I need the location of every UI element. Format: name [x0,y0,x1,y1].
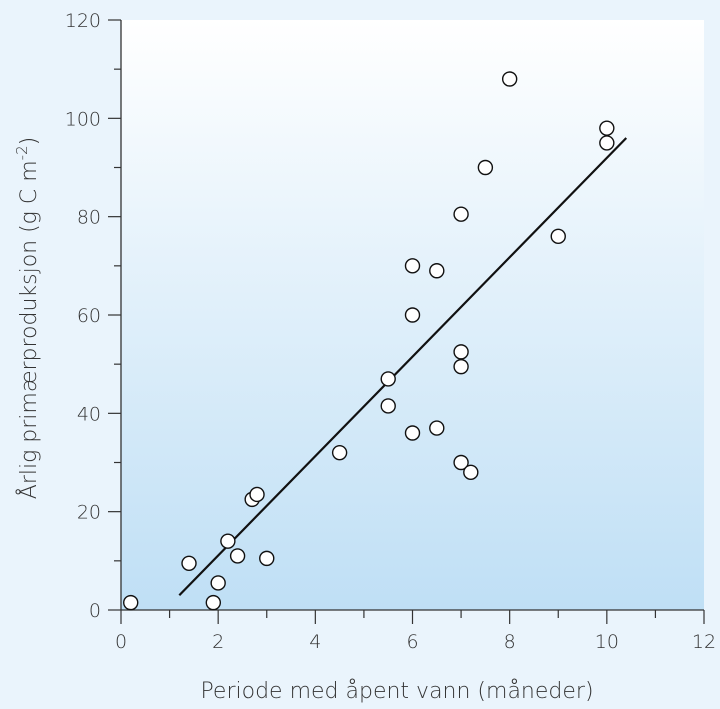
y-tick-label: 80 [77,207,101,229]
data-point [249,486,265,503]
data-point [463,464,479,481]
y-tick-label: 100 [65,108,101,130]
data-point [380,398,396,414]
x-tick-label: 10 [595,631,619,653]
data-point [123,594,139,611]
data-point [429,420,445,436]
data-point [404,307,421,323]
y-tick-label: 20 [77,502,101,524]
data-point [453,344,469,360]
data-point [259,550,275,567]
data-point [229,548,246,564]
trend-line-group [178,137,628,597]
x-tick-label: 4 [309,631,321,653]
data-point [599,120,615,136]
x-tick-label: 0 [115,631,127,653]
y-axis-title: Årlig primærproduksjon (g C m-2) [13,137,42,499]
data-points [123,71,615,611]
data-point [181,555,197,571]
data-point [429,263,445,279]
axes: 0 20 40 60 80 100 120 0 2 4 6 8 10 12 [65,10,716,653]
x-tick-label: 6 [406,631,418,653]
y-tick-label: 60 [77,305,101,327]
y-axis-title-superscript: -2 [13,145,31,160]
data-point [404,425,421,441]
x-tick-label: 2 [212,631,224,653]
trend-line [178,137,628,597]
x-tick-label: 12 [692,631,716,653]
data-point [477,159,494,176]
x-axis-title: Periode med åpent vann (måneder) [200,679,593,704]
data-point [205,594,222,611]
data-point [404,258,421,274]
data-point [501,71,518,87]
y-axis-title-main: Årlig primærproduksjon (g C m [16,160,42,499]
data-point [210,575,226,591]
x-tick-label: 8 [504,631,516,653]
data-point [453,206,469,222]
y-tick-label: 120 [65,10,101,32]
data-point [331,444,348,461]
data-point [380,371,396,387]
data-point [453,358,469,375]
y-tick-label: 40 [77,403,101,425]
data-point [599,135,615,151]
data-point [453,454,469,471]
y-tick-label: 0 [89,600,101,622]
y-axis-title-close: ) [17,137,42,146]
data-point [220,533,236,549]
data-point [550,228,566,245]
